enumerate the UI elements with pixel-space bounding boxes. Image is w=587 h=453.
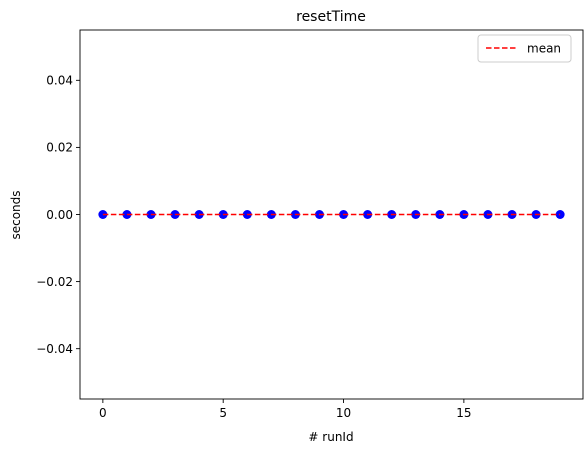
y-tick-label: −0.04 — [36, 342, 73, 356]
y-tick-label: −0.02 — [36, 275, 73, 289]
x-tick-label: 15 — [456, 406, 471, 420]
x-tick-label: 0 — [99, 406, 107, 420]
y-tick-label: 0.00 — [46, 208, 73, 222]
x-tick-label: 5 — [219, 406, 227, 420]
plot-area — [79, 29, 584, 400]
axis-ticks: 0 5 10 15 −0.04 −0.02 0.00 0.02 0.04 — [36, 74, 471, 420]
y-tick-label: 0.04 — [46, 74, 73, 88]
legend: mean — [477, 34, 572, 63]
chart-title: resetTime — [296, 9, 366, 25]
x-axis-label: # runId — [308, 430, 353, 444]
legend-mean-label: mean — [527, 42, 561, 56]
y-tick-label: 0.02 — [46, 141, 73, 155]
y-axis-label: seconds — [9, 190, 23, 239]
x-tick-label: 10 — [336, 406, 351, 420]
legend-box — [477, 34, 572, 63]
